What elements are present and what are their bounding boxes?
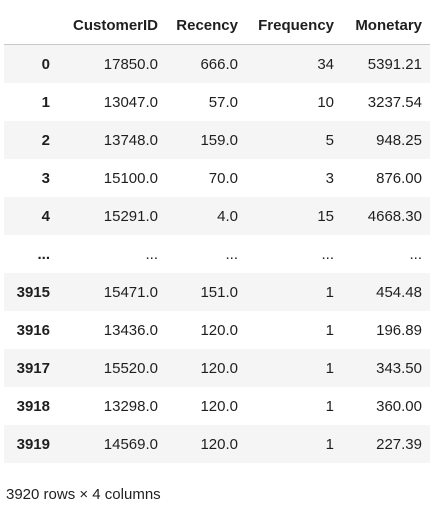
row-index: 3915 [16,283,50,301]
row-index: ... [37,245,50,263]
cell-recency: 159.0 [200,131,238,149]
cell-monetary: 227.39 [376,435,422,453]
cell-frequency: 1 [325,435,334,453]
cell-monetary: 196.89 [376,321,422,339]
row-index: 3916 [16,321,50,339]
cell-monetary: 948.25 [376,131,422,149]
table-row: 3919 14569.0 120.0 1 227.39 [4,425,430,463]
cell-recency: 4.0 [217,207,238,225]
cell-recency: 151.0 [200,283,238,301]
cell-recency: ... [225,245,238,263]
cell-monetary: ... [409,245,422,263]
cell-recency: 120.0 [200,397,238,415]
cell-recency: 120.0 [200,435,238,453]
cell-customerid: 14569.0 [103,435,158,453]
cell-monetary: 454.48 [376,283,422,301]
cell-customerid: 15520.0 [103,359,158,377]
table-row: 2 13748.0 159.0 5 948.25 [4,121,430,159]
cell-frequency: ... [321,245,334,263]
cell-customerid: 13298.0 [103,397,158,415]
cell-customerid: 17850.0 [103,55,158,73]
row-index: 1 [41,93,50,111]
row-index: 3919 [16,435,50,453]
column-header-recency: Recency [166,6,246,45]
cell-monetary: 876.00 [376,169,422,187]
cell-frequency: 1 [325,397,334,415]
cell-monetary: 3237.54 [367,93,422,111]
dataframe-table: CustomerID Recency Frequency Monetary 0 … [4,6,430,463]
cell-customerid: 13047.0 [103,93,158,111]
cell-recency: 120.0 [200,359,238,377]
cell-customerid: 13748.0 [103,131,158,149]
cell-frequency: 3 [325,169,334,187]
table-row: 4 15291.0 4.0 15 4668.30 [4,197,430,235]
cell-customerid: 13436.0 [103,321,158,339]
column-header-frequency: Frequency [246,6,342,45]
ellipsis-row: ... ... ... ... ... [4,235,430,273]
table-row: 0 17850.0 666.0 34 5391.21 [4,44,430,83]
row-index: 3917 [16,359,50,377]
cell-recency: 120.0 [200,321,238,339]
table-row: 3918 13298.0 120.0 1 360.00 [4,387,430,425]
table-row: 3915 15471.0 151.0 1 454.48 [4,273,430,311]
row-index: 3918 [16,397,50,415]
cell-frequency: 10 [317,93,334,111]
table-row: 3916 13436.0 120.0 1 196.89 [4,311,430,349]
row-index: 3 [41,169,50,187]
cell-customerid: ... [145,245,158,263]
header-row: CustomerID Recency Frequency Monetary [4,6,430,45]
cell-monetary: 360.00 [376,397,422,415]
cell-recency: 666.0 [200,55,238,73]
cell-customerid: 15100.0 [103,169,158,187]
cell-frequency: 34 [317,55,334,73]
cell-recency: 57.0 [208,93,238,111]
cell-monetary: 343.50 [376,359,422,377]
cell-frequency: 1 [325,321,334,339]
column-header-monetary: Monetary [342,6,430,45]
index-header [4,6,56,45]
table-row: 3917 15520.0 120.0 1 343.50 [4,349,430,387]
cell-customerid: 15471.0 [103,283,158,301]
row-index: 2 [41,131,50,149]
cell-frequency: 15 [317,207,334,225]
cell-customerid: 15291.0 [103,207,158,225]
column-header-customerid: CustomerID [56,6,166,45]
cell-frequency: 5 [325,131,334,149]
cell-monetary: 5391.21 [367,55,422,73]
cell-frequency: 1 [325,283,334,301]
row-index: 4 [41,207,50,225]
table-row: 1 13047.0 57.0 10 3237.54 [4,83,430,121]
dataframe-output: CustomerID Recency Frequency Monetary 0 … [4,6,430,463]
dataframe-shape-text: 3920 rows × 4 columns [6,486,161,503]
table-row: 3 15100.0 70.0 3 876.00 [4,159,430,197]
cell-monetary: 4668.30 [367,207,422,225]
cell-frequency: 1 [325,359,334,377]
row-index: 0 [41,55,50,73]
cell-recency: 70.0 [208,169,238,187]
